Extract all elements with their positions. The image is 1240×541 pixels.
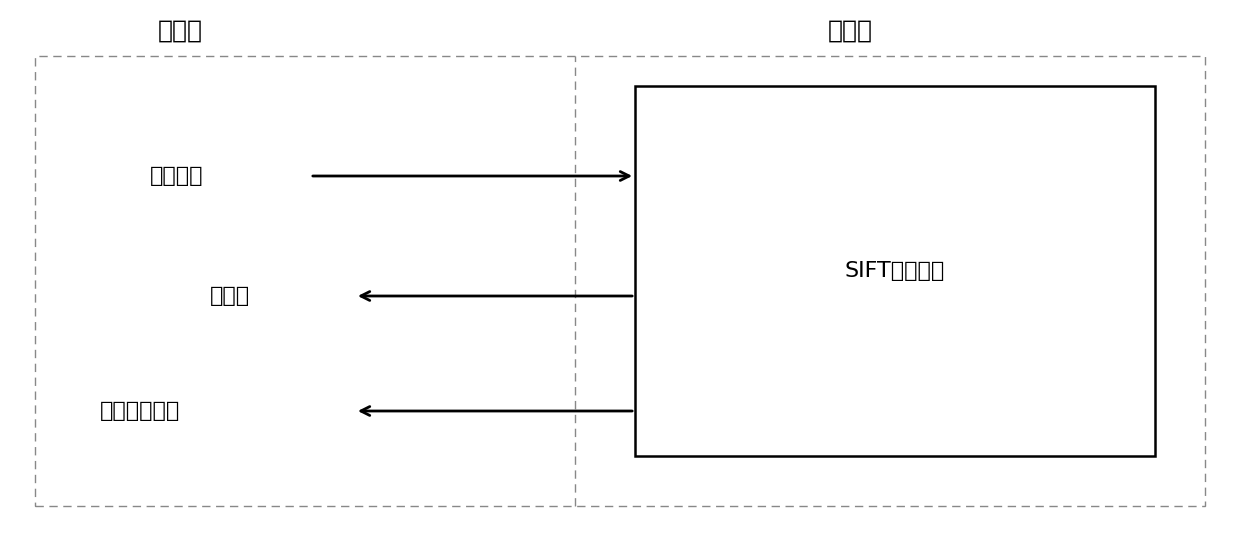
Text: 主机端: 主机端 (157, 19, 202, 43)
Text: SIFT特征提取: SIFT特征提取 (844, 261, 945, 281)
Text: 关键点描述子: 关键点描述子 (100, 401, 180, 421)
Text: 设备端: 设备端 (827, 19, 873, 43)
Text: 原始图像: 原始图像 (150, 166, 203, 186)
Polygon shape (635, 86, 1154, 456)
Text: 关键点: 关键点 (210, 286, 250, 306)
